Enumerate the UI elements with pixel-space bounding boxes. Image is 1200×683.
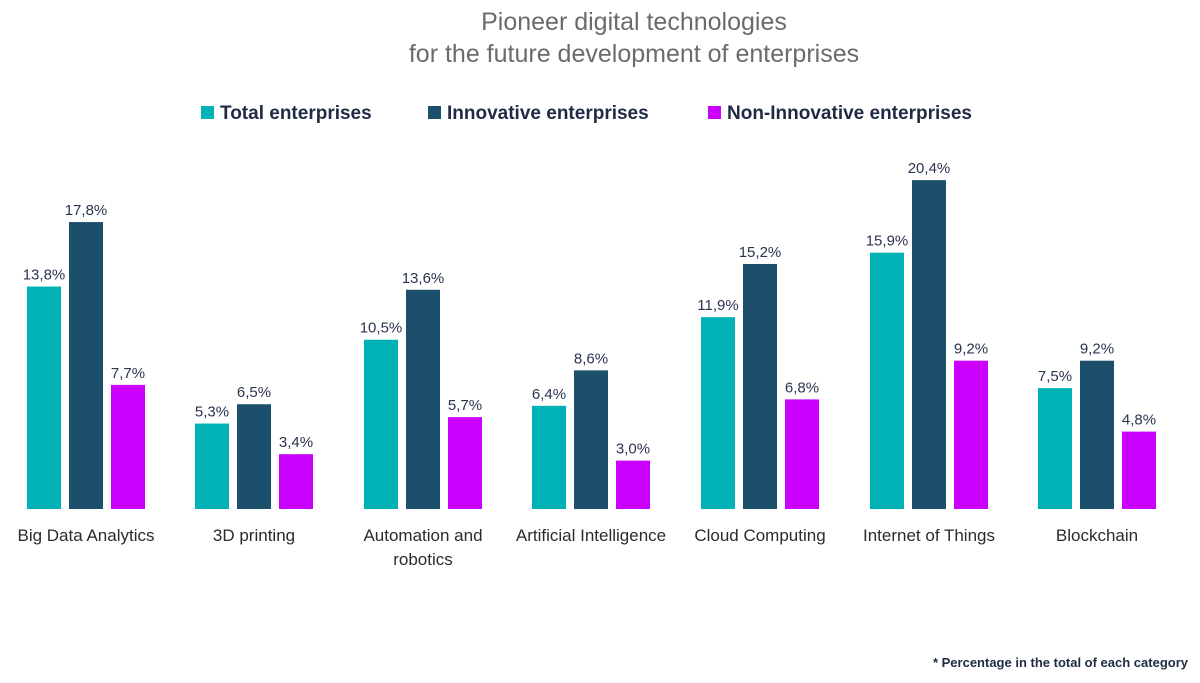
data-label: 13,6% [402,270,445,287]
category-label: Blockchain [1056,526,1138,545]
data-label: 5,3% [195,404,229,421]
category-label: Big Data Analytics [17,526,154,545]
bar [111,384,145,509]
legend-entry: Innovative enterprises [447,103,649,124]
data-label: 11,9% [697,297,738,314]
chart-legend: Total enterprises Innovative enterprises N… [201,103,972,124]
bar [279,454,313,509]
category-label: Automation and [363,526,482,545]
data-label: 15,2% [739,244,782,261]
data-label: 10,5% [360,320,403,337]
bar [27,286,61,509]
data-label: 7,7% [111,365,145,382]
data-label: 6,5% [237,384,271,401]
bar [448,417,482,509]
bar [743,263,777,509]
data-label: 3,4% [279,434,313,451]
legend-swatch [428,106,441,119]
bar [574,370,608,509]
bar [69,222,103,509]
data-label: 9,2% [954,341,988,358]
bar [195,423,229,509]
bar [785,399,819,509]
category-label: 3D printing [213,526,295,545]
bar [701,317,735,509]
chart-bars: 13,8% 17,8% 7,7% 5,3% 6,5% 3,4% 10,5% 13,6% 5,7%… [23,160,1156,510]
data-label: 8,6% [574,350,608,367]
legend-entry: Total enterprises [220,103,372,124]
legend-swatch [201,106,214,119]
category-label: Artificial Intelligence [516,526,666,545]
data-label: 15,9% [866,233,909,250]
data-label: 5,7% [448,397,482,414]
data-label: 7,5% [1038,368,1072,385]
data-label: 6,4% [532,386,566,403]
bar [532,405,566,509]
bar [406,289,440,509]
legend-entry: Non-Innovative enterprises [727,103,972,124]
data-label: 9,2% [1080,341,1114,358]
bar [364,339,398,509]
category-label: Internet of Things [863,526,995,545]
bar [1122,431,1156,509]
category-labels: Big Data Analytics 3D printing Automation … [17,526,1138,569]
category-label: Cloud Computing [694,526,825,545]
data-label: 4,8% [1122,412,1156,429]
bar [616,460,650,509]
data-label: 6,8% [785,379,819,396]
bar [870,252,904,509]
bar [1080,360,1114,509]
legend-swatch [708,106,721,119]
data-label: 17,8% [65,202,108,219]
data-label: 13,8% [23,267,66,284]
data-label: 3,0% [616,441,650,458]
data-label: 20,4% [908,160,951,177]
bar [912,180,946,510]
chart-title: Pioneer digital technologies for the futu… [409,8,859,68]
chart-title-line: Pioneer digital technologies [481,8,787,36]
bar [1038,388,1072,509]
chart-footnote: * Percentage in the total of each catego… [933,655,1189,670]
bar [954,360,988,509]
bar [237,404,271,509]
chart-title-line: for the future development of enterprise… [409,40,859,68]
category-label: robotics [393,550,453,569]
